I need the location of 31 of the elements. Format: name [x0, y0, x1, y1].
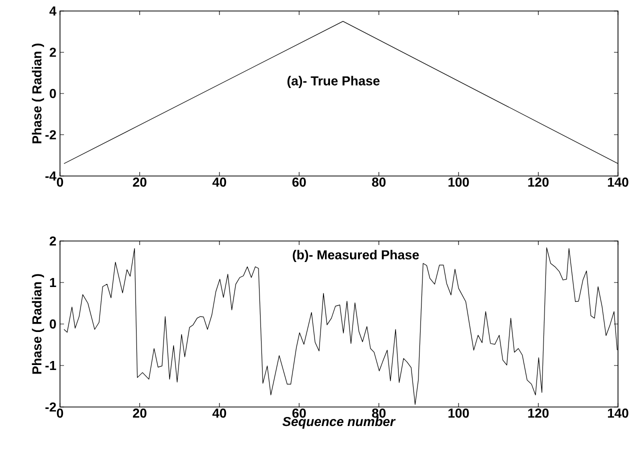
x-tick-label: 120: [528, 408, 549, 418]
y-tick-label: -1: [45, 361, 56, 370]
y-tick-label: 2: [50, 48, 56, 57]
y-tick-label: 2: [50, 236, 56, 246]
x-tick-label: 20: [132, 408, 146, 418]
x-tick-label: 0: [56, 178, 64, 187]
x-tick-label: 60: [292, 408, 306, 418]
x-tick-label: 20: [132, 178, 146, 187]
x-tick-label: 100: [448, 408, 469, 418]
x-tick-label: 40: [212, 178, 226, 187]
annotation: (b)- Measured Phase: [292, 250, 419, 262]
x-tick-label: 0: [56, 408, 64, 418]
x-tick-label: 140: [608, 408, 628, 418]
y-tick-label: -4: [45, 172, 56, 180]
x-tick-label: 40: [212, 408, 226, 418]
x-axis-title: Sequence number: [282, 416, 396, 429]
x-tick-label: 60: [292, 178, 306, 187]
y-axis-title: Phase ( Radian ): [32, 44, 44, 144]
x-tick-label: 120: [528, 178, 549, 187]
annotation: (a)- True Phase: [287, 76, 380, 88]
y-tick-label: 0: [50, 88, 56, 98]
y-axis-title: Phase ( Radian ): [32, 274, 44, 374]
x-tick-label: 80: [372, 408, 386, 418]
y-tick-label: -2: [45, 130, 56, 140]
x-tick-label: 100: [448, 178, 469, 187]
x-tick-label: 140: [608, 178, 628, 187]
y-tick-label: 0: [50, 319, 56, 329]
x-tick-label: 80: [372, 178, 386, 187]
y-tick-label: 1: [50, 278, 56, 287]
y-tick-label: 4: [49, 6, 56, 16]
y-tick-label: -2: [45, 402, 56, 412]
